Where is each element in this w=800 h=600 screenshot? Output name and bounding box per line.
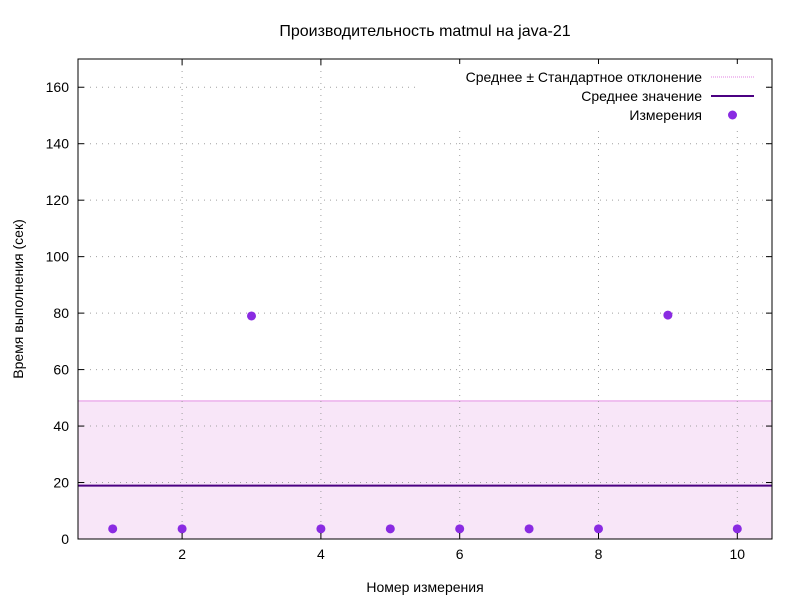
data-point-4 [316, 524, 326, 534]
x-tick-label-4: 4 [317, 546, 325, 562]
plot-frame [77, 58, 773, 540]
data-point-7 [524, 524, 534, 534]
y-tick-label-120: 120 [46, 192, 70, 208]
y-tick-label-60: 60 [53, 362, 69, 378]
data-point-6 [455, 524, 465, 534]
legend-label-hline: Среднее значение [581, 88, 702, 104]
y-tick-label-80: 80 [53, 305, 69, 321]
data-point-10 [732, 524, 742, 534]
points-layer [108, 310, 742, 534]
x-tick-label-8: 8 [595, 546, 603, 562]
data-point-9 [663, 310, 673, 320]
data-point-1 [108, 524, 118, 534]
legend-label-band: Среднее ± Стандартное отклонение [466, 69, 703, 85]
y-tick-label-40: 40 [53, 418, 69, 434]
legend-swatch-points [728, 110, 737, 120]
y-tick-label-20: 20 [53, 475, 69, 491]
y-axis-label: Время выполнения (сек) [10, 219, 26, 379]
x-tick-label-6: 6 [456, 546, 464, 562]
data-point-3 [247, 311, 256, 321]
legend-background [420, 64, 766, 126]
chart-title: Производительность matmul на java-21 [279, 23, 570, 40]
x-tick-label-2: 2 [178, 546, 186, 562]
legend-layer: Среднее ± Стандартное отклонение Среднее … [420, 64, 766, 126]
grid-layer [78, 59, 772, 539]
y-tick-label-140: 140 [46, 136, 70, 152]
x-axis-label: Номер измерения [366, 579, 483, 595]
std-band-fill [78, 400, 772, 539]
band-layer [78, 400, 772, 539]
data-point-5 [385, 524, 395, 534]
y-tick-label-160: 160 [46, 79, 70, 95]
data-point-8 [594, 524, 603, 534]
y-tick-label-0: 0 [61, 531, 69, 547]
y-tick-label-100: 100 [46, 249, 70, 265]
data-point-2 [177, 524, 187, 534]
x-tick-label-10: 10 [730, 546, 746, 562]
legend-label-points: Измерения [629, 107, 702, 123]
